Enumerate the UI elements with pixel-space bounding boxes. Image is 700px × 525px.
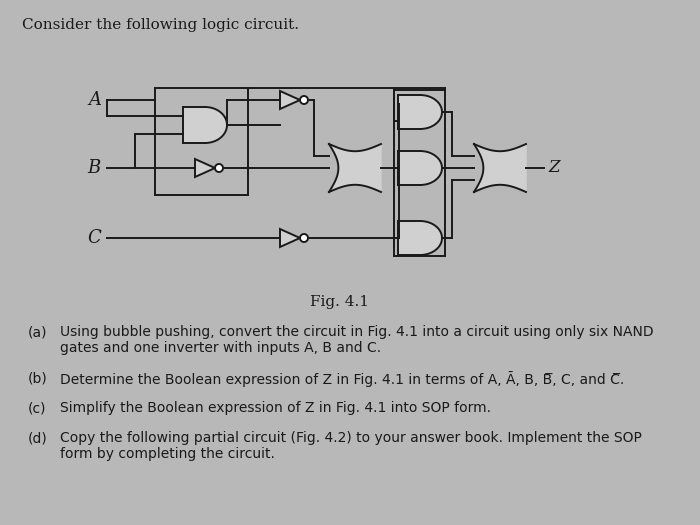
- Text: Consider the following logic circuit.: Consider the following logic circuit.: [22, 18, 299, 32]
- Text: C: C: [88, 229, 101, 247]
- Text: gates and one inverter with inputs A, B and C.: gates and one inverter with inputs A, B …: [60, 341, 381, 355]
- Polygon shape: [398, 151, 442, 185]
- Text: A: A: [88, 91, 101, 109]
- Text: Fig. 4.1: Fig. 4.1: [311, 295, 370, 309]
- Text: B: B: [88, 159, 101, 177]
- Text: Determine the Boolean expression of Z in Fig. 4.1 in terms of A, Ā, B, B̅, C, an: Determine the Boolean expression of Z in…: [60, 371, 624, 387]
- Polygon shape: [280, 91, 300, 109]
- Polygon shape: [183, 107, 227, 143]
- Text: (c): (c): [28, 401, 46, 415]
- Text: (b): (b): [28, 371, 48, 385]
- Text: Copy the following partial circuit (Fig. 4.2) to your answer book. Implement the: Copy the following partial circuit (Fig.…: [60, 431, 642, 445]
- Polygon shape: [329, 144, 381, 192]
- Circle shape: [215, 164, 223, 172]
- Text: Using bubble pushing, convert the circuit in Fig. 4.1 into a circuit using only : Using bubble pushing, convert the circui…: [60, 325, 654, 339]
- Text: (a): (a): [28, 325, 48, 339]
- Text: Z: Z: [548, 160, 559, 176]
- Polygon shape: [398, 95, 442, 129]
- Polygon shape: [280, 229, 300, 247]
- Polygon shape: [195, 159, 215, 177]
- Polygon shape: [398, 221, 442, 255]
- Polygon shape: [474, 144, 526, 192]
- Text: (d): (d): [28, 431, 48, 445]
- Text: Simplify the Boolean expression of Z in Fig. 4.1 into SOP form.: Simplify the Boolean expression of Z in …: [60, 401, 491, 415]
- Circle shape: [300, 234, 308, 242]
- Circle shape: [300, 96, 308, 104]
- Text: form by completing the circuit.: form by completing the circuit.: [60, 447, 275, 461]
